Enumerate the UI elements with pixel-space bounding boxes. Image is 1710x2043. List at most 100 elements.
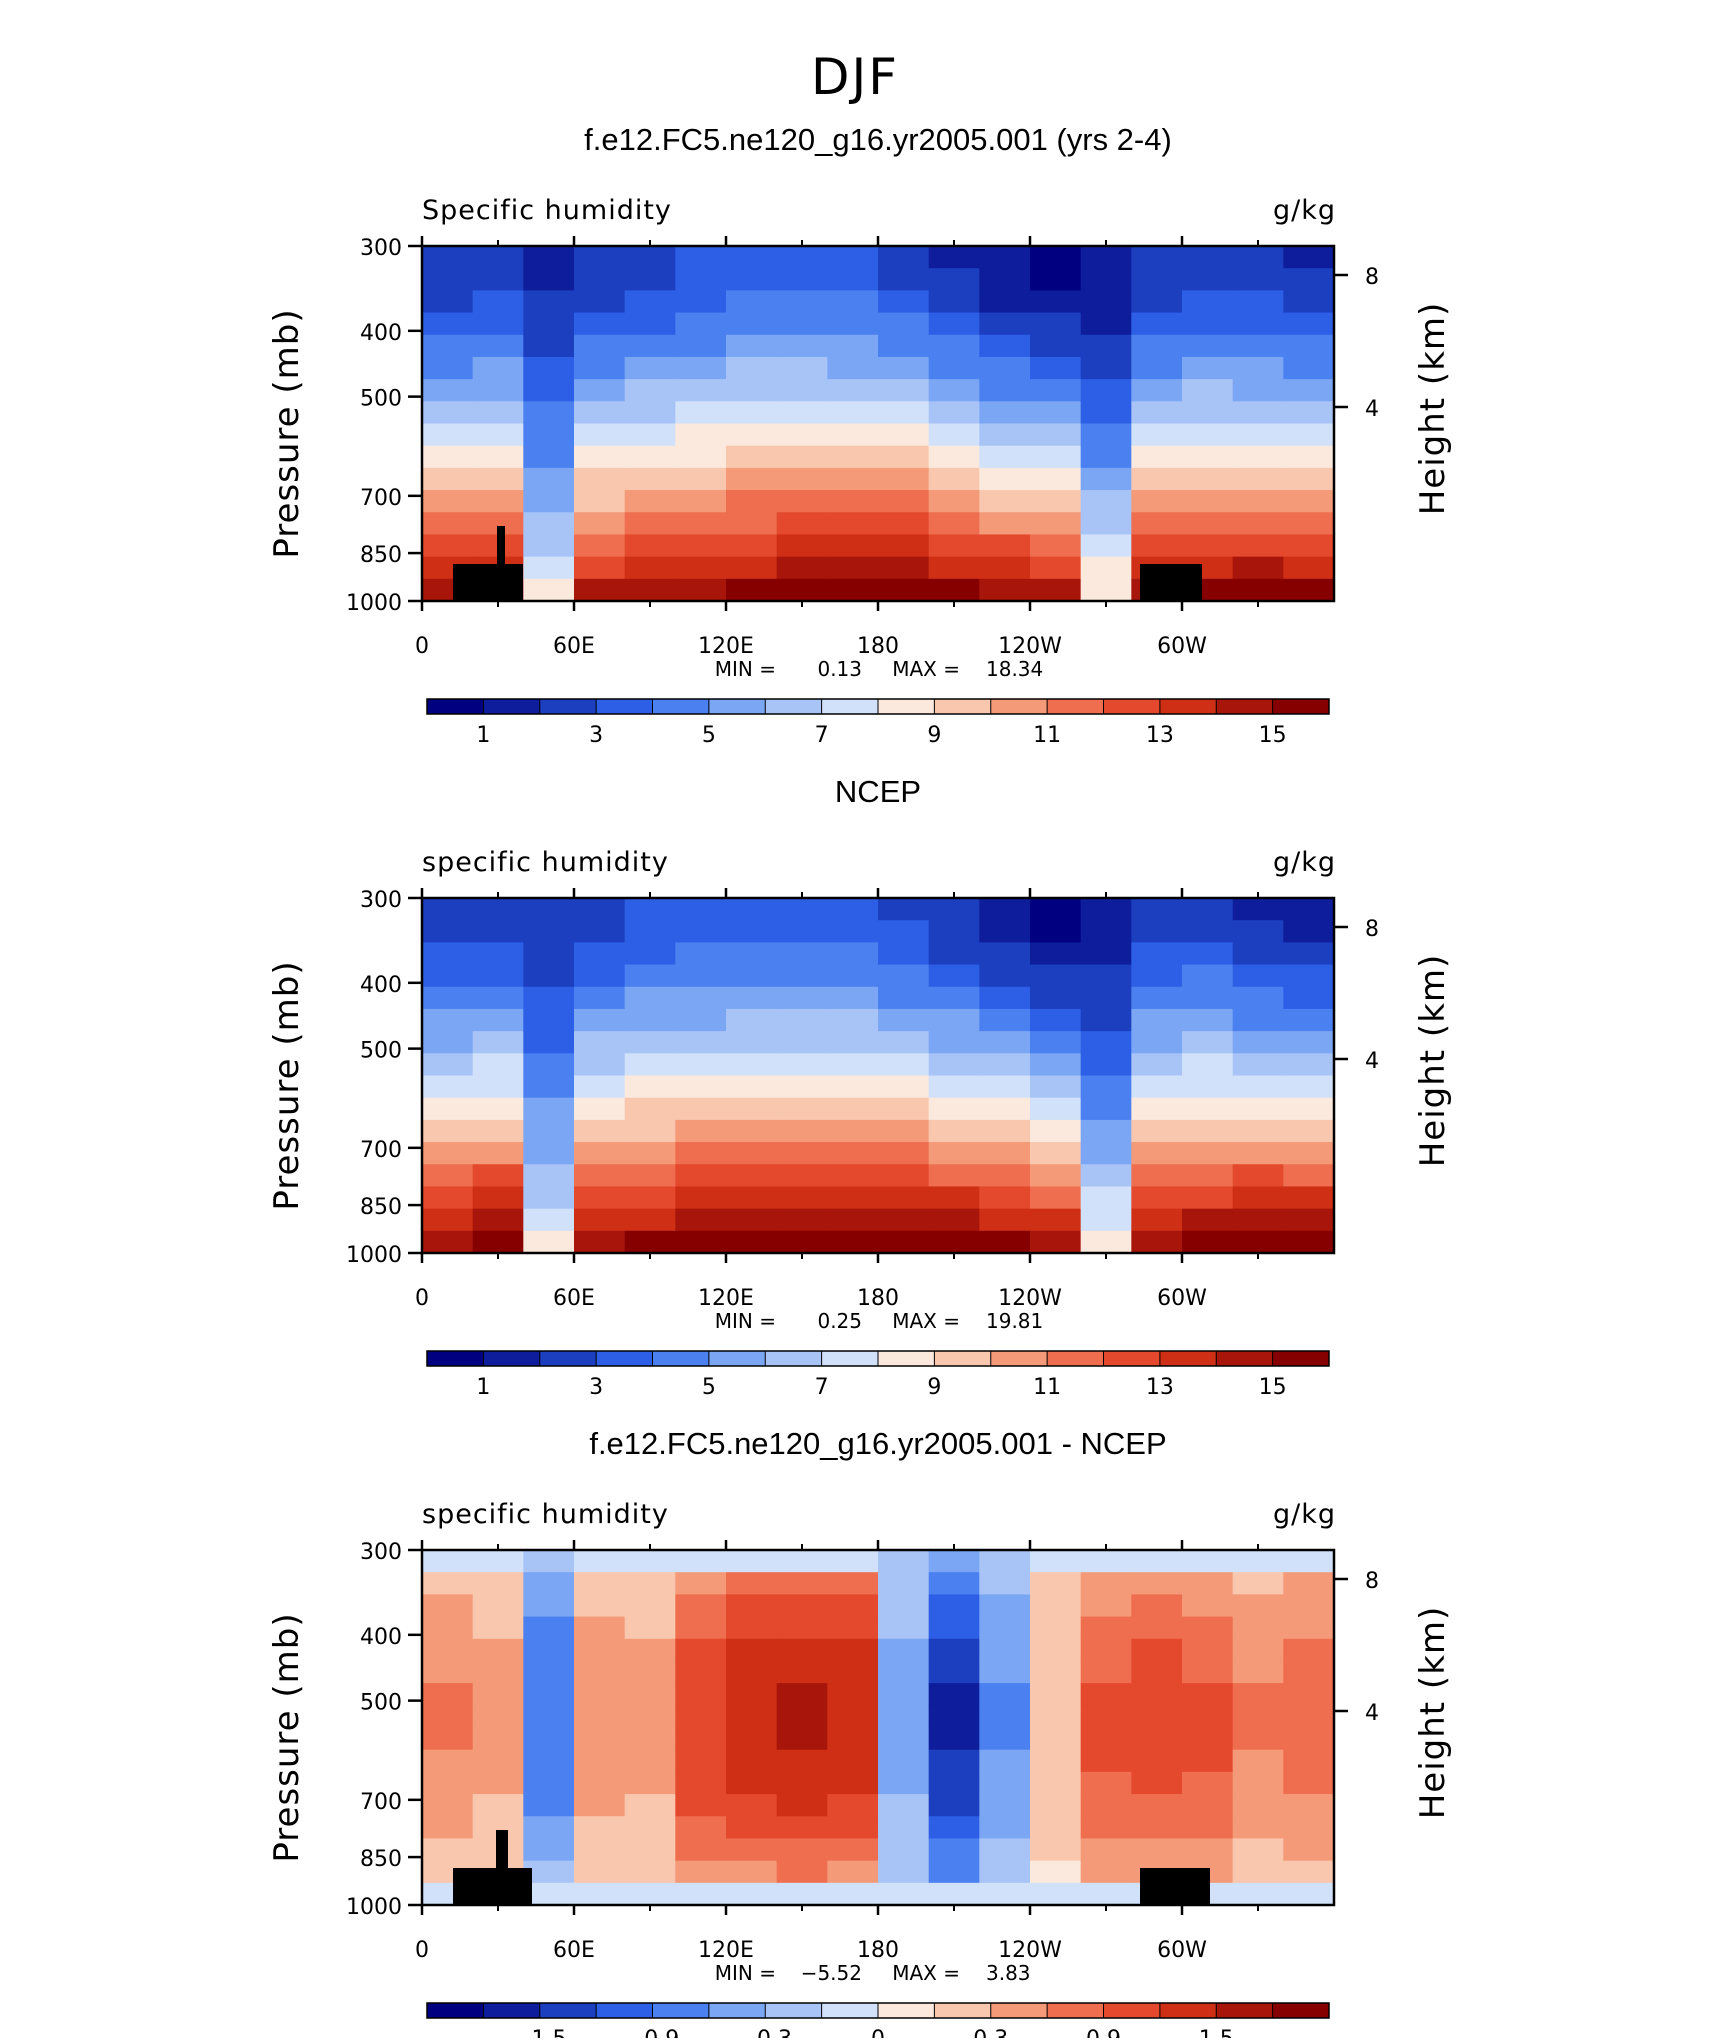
contour-cell [1283, 942, 1335, 966]
contour-cell [624, 1550, 676, 1573]
contour-cell [1283, 556, 1335, 580]
contour-cell [776, 312, 828, 336]
contour-cell [574, 964, 626, 988]
max-value: 18.34 [986, 657, 1043, 681]
contour-cell [726, 1075, 778, 1099]
contour-cell [1030, 512, 1082, 536]
panel-title: f.e12.FC5.ne120_g16.yr2005.001 - NCEP [589, 1426, 1166, 1461]
contour-cell [1182, 1794, 1234, 1817]
y-tick-label: 500 [360, 1691, 402, 1716]
contour-cell [1080, 964, 1132, 988]
contour-cell [979, 986, 1031, 1010]
contour-cell [726, 578, 778, 602]
contour-cell [472, 1097, 524, 1121]
contour-cell [675, 379, 727, 402]
contour-cell [1080, 490, 1132, 513]
contour-cell [422, 490, 474, 513]
contour-cell [472, 467, 524, 491]
contour-cell [624, 312, 676, 336]
contour-cell [1131, 1230, 1183, 1254]
contour-cell [624, 246, 676, 269]
contour-cell [878, 1771, 930, 1795]
contour-cell [1232, 490, 1284, 513]
contour-cell [472, 1186, 524, 1210]
contour-cell [1232, 445, 1284, 469]
contour-cell [878, 1660, 930, 1684]
contour-cell [675, 445, 727, 469]
contour-cell [1080, 1727, 1132, 1751]
contour-cell [979, 1771, 1031, 1795]
contour-cell [878, 1572, 930, 1595]
contour-cell [726, 512, 778, 536]
colorbar-swatch [427, 699, 484, 714]
contour-cell [1080, 1816, 1132, 1840]
contour-cell [472, 290, 524, 314]
contour-cell [1080, 1550, 1132, 1573]
contour-cell [472, 1230, 524, 1254]
contour-cell [928, 1860, 980, 1884]
contour-cell [1283, 512, 1335, 536]
contour-cell [827, 379, 879, 402]
contour-cell [624, 556, 676, 580]
contour-cell [1131, 1594, 1183, 1618]
contour-cell [1232, 1097, 1284, 1121]
contour-cell [422, 1550, 474, 1573]
colorbar-label: −1.5 [513, 2027, 566, 2038]
contour-cell [675, 1816, 727, 1840]
contour-cell [726, 1771, 778, 1795]
contour-cell [1232, 942, 1284, 966]
min-label: MIN = [715, 1309, 776, 1333]
max-label: MAX = [892, 657, 960, 681]
contour-cell [928, 1638, 980, 1662]
contour-cell [1030, 1572, 1082, 1595]
contour-cell [422, 379, 474, 402]
contour-cell [1131, 1186, 1183, 1210]
contour-cell [675, 1882, 727, 1906]
contour-cell [776, 1816, 828, 1840]
main-title: DJF [811, 48, 899, 106]
contour-cell [776, 246, 828, 269]
y-axis-right-title: Height (km) [1413, 1606, 1453, 1820]
colorbar-swatch [596, 1351, 653, 1366]
contour-cell [726, 423, 778, 447]
contour-cell [1030, 1749, 1082, 1773]
contour-cell [523, 467, 575, 491]
contour-cell [726, 898, 778, 921]
colorbar-label: 1 [476, 1375, 490, 1400]
contour-cell [1182, 1097, 1234, 1121]
contour-cell [1283, 1230, 1335, 1254]
contour-cell [928, 942, 980, 966]
contour-cell [1182, 312, 1234, 336]
contour-cell [878, 1838, 930, 1862]
min-value: 0.25 [817, 1309, 862, 1333]
contour-cell [472, 1053, 524, 1077]
contour-cell [1232, 920, 1284, 943]
x-tick-label: 60E [553, 1938, 595, 1963]
contour-cell [726, 1860, 778, 1884]
contour-cell [1232, 964, 1284, 988]
contour-cell [979, 1838, 1031, 1862]
contour-cell [928, 445, 980, 469]
contour-cell [1283, 1794, 1335, 1817]
contour-cell [878, 1119, 930, 1143]
colorbar-swatch [708, 1351, 766, 1366]
contour-cell [1232, 1142, 1284, 1165]
contour-cell [1080, 268, 1132, 291]
contour-cell [574, 334, 626, 358]
colorbar-label: −0.3 [739, 2027, 792, 2038]
colorbar-swatch [539, 1351, 597, 1366]
contour-cell [624, 1142, 676, 1165]
y-tick-label: 500 [360, 387, 402, 412]
contour-cell [878, 1594, 930, 1618]
x-tick-label: 60E [553, 634, 595, 659]
contour-cell [1131, 898, 1183, 921]
contour-cell [675, 1660, 727, 1684]
contour-cell [422, 246, 474, 269]
contour-cell [878, 1230, 930, 1254]
units-label: g/kg [1273, 1499, 1336, 1530]
contour-cell [472, 1660, 524, 1684]
contour-cell [726, 1794, 778, 1817]
contour-cell [827, 1053, 879, 1077]
colorbar-swatch [990, 699, 1048, 714]
x-tick-label: 120E [698, 634, 754, 659]
